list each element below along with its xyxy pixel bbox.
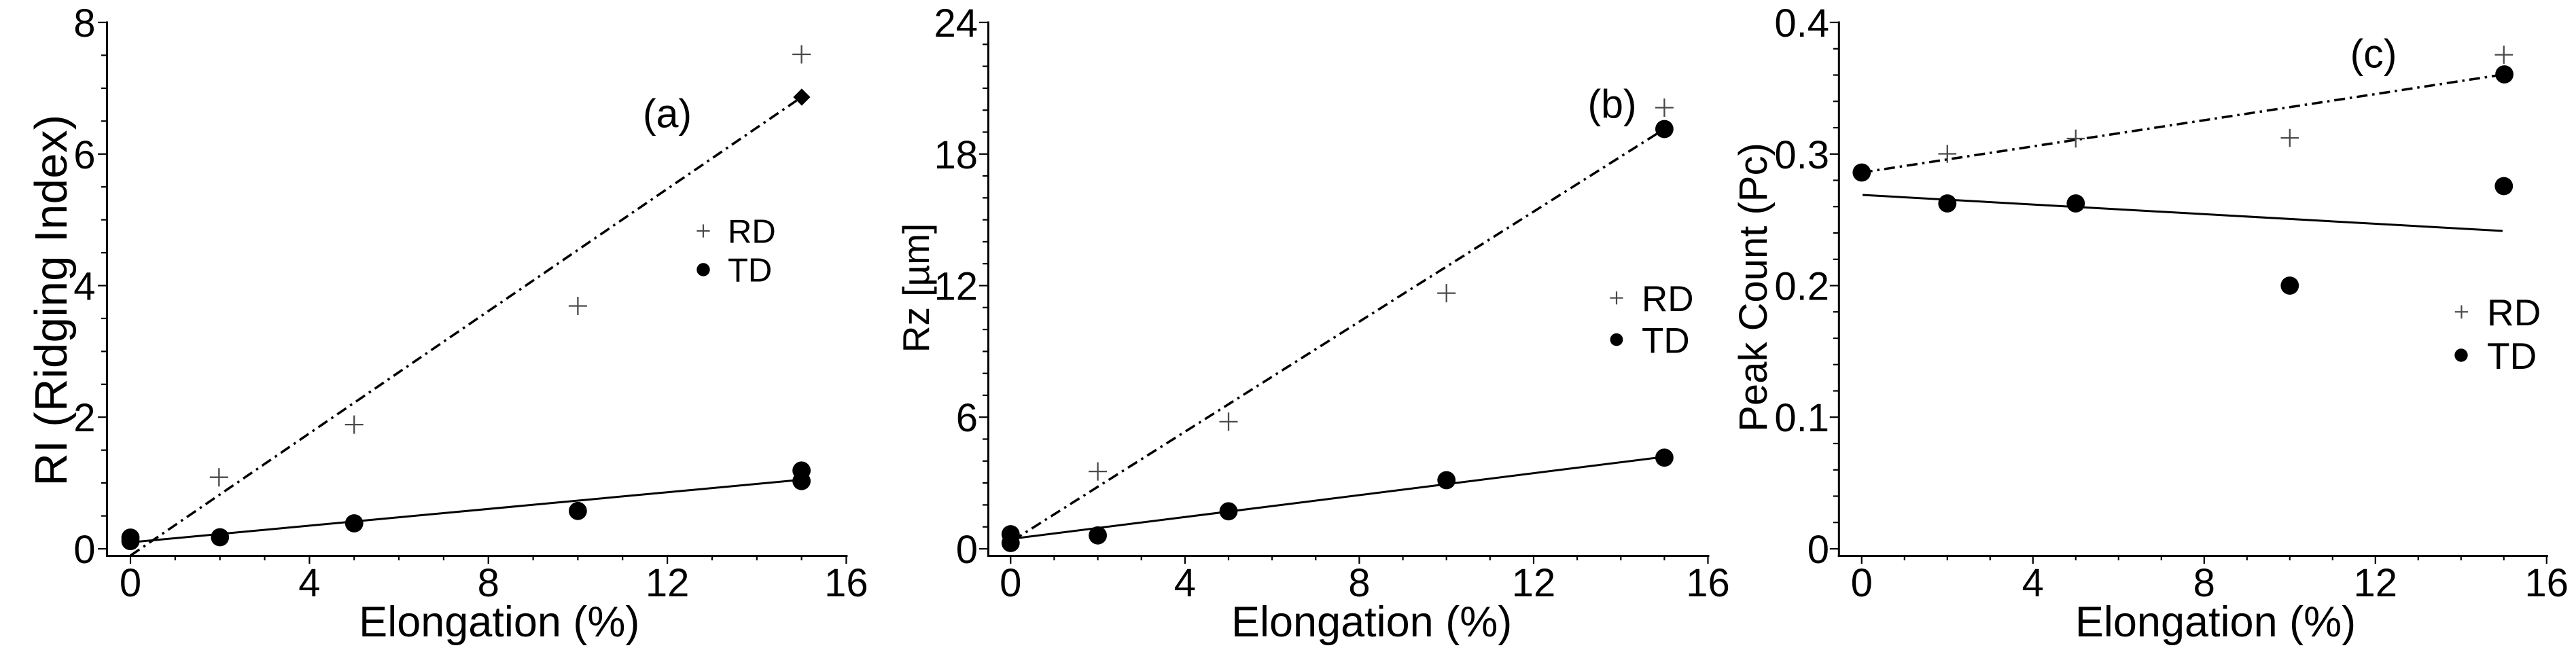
svg-text:8: 8 (73, 1, 95, 46)
svg-text:RI (Ridging Index): RI (Ridging Index) (26, 114, 77, 486)
svg-text:Rz [µm]: Rz [µm] (895, 223, 937, 353)
svg-text:16: 16 (824, 561, 868, 605)
svg-text:16: 16 (2525, 561, 2569, 605)
svg-text:0: 0 (1000, 561, 1021, 605)
svg-text:(a): (a) (643, 92, 692, 137)
svg-text:Elongation (%): Elongation (%) (2075, 598, 2356, 646)
svg-text:12: 12 (646, 561, 690, 605)
svg-text:0: 0 (73, 528, 95, 572)
svg-text:RD: RD (2487, 291, 2541, 333)
svg-text:2: 2 (73, 396, 95, 440)
svg-text:12: 12 (2354, 561, 2398, 605)
svg-text:8: 8 (478, 561, 499, 605)
svg-text:8: 8 (1348, 561, 1370, 605)
svg-text:0.4: 0.4 (1774, 1, 1829, 46)
svg-text:4: 4 (1174, 561, 1196, 605)
svg-text:0: 0 (120, 561, 141, 605)
svg-text:TD: TD (1642, 321, 1690, 361)
svg-text:12: 12 (934, 265, 978, 309)
svg-text:RD: RD (728, 214, 776, 251)
svg-text:8: 8 (2193, 561, 2215, 605)
svg-text:RD: RD (1642, 279, 1694, 319)
svg-text:0.3: 0.3 (1774, 133, 1829, 177)
svg-text:0.2: 0.2 (1774, 265, 1829, 309)
svg-text:16: 16 (1686, 561, 1730, 605)
svg-text:4: 4 (298, 561, 320, 605)
svg-text:4: 4 (2022, 561, 2044, 605)
svg-text:(c): (c) (2350, 32, 2397, 77)
svg-text:(b): (b) (1587, 82, 1636, 127)
svg-text:4: 4 (73, 265, 95, 309)
svg-text:12: 12 (1512, 561, 1556, 605)
svg-text:Elongation (%): Elongation (%) (1231, 598, 1512, 646)
svg-text:0: 0 (956, 528, 978, 572)
svg-text:TD: TD (2487, 335, 2537, 377)
svg-text:0: 0 (1807, 528, 1829, 572)
svg-text:Elongation (%): Elongation (%) (359, 598, 639, 646)
svg-text:6: 6 (73, 133, 95, 177)
svg-text:TD: TD (728, 253, 772, 289)
svg-text:18: 18 (934, 133, 978, 177)
svg-text:0: 0 (1851, 561, 1873, 605)
svg-text:24: 24 (934, 1, 978, 46)
svg-text:Peak Count (Pc): Peak Count (Pc) (1731, 143, 1776, 432)
svg-text:6: 6 (956, 396, 978, 440)
svg-text:0.1: 0.1 (1774, 396, 1829, 440)
